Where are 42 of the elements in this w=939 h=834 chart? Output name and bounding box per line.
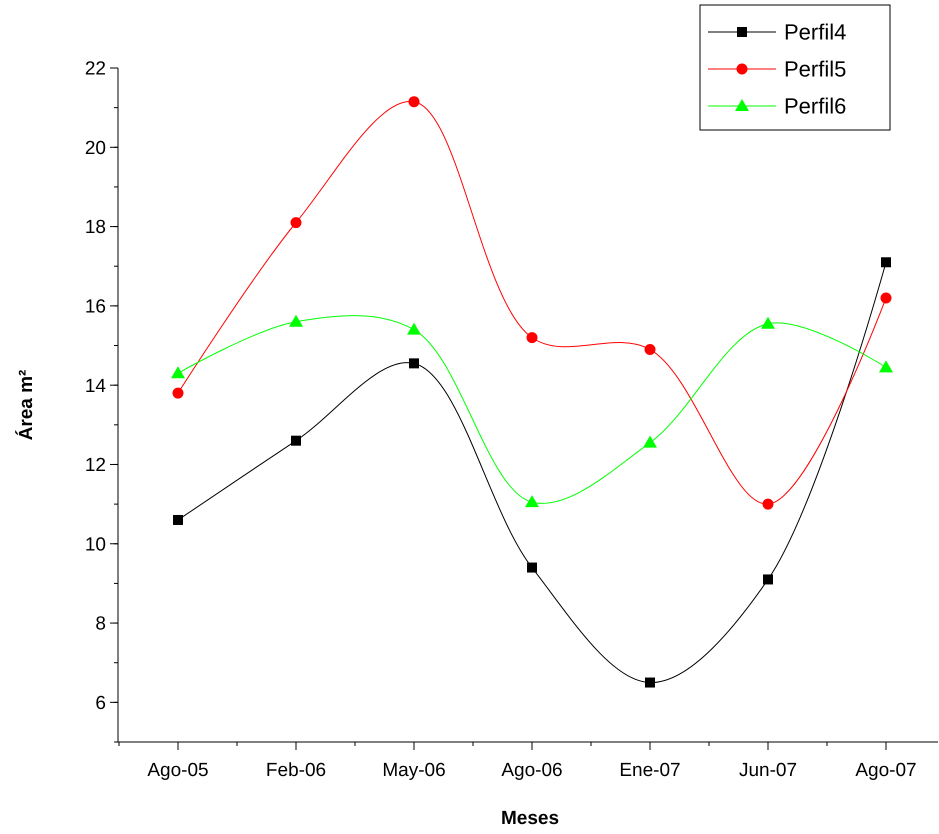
point [289,314,303,327]
y-tick-label: 20 [84,138,106,159]
point [171,366,185,378]
y-tick-label: 10 [84,534,106,556]
y-tick-label: 22 [84,58,106,80]
y-tick-label: 18 [84,217,106,238]
point [763,574,773,584]
point [644,344,656,355]
point [290,217,302,228]
point [409,358,419,368]
point [880,292,892,304]
y-axis-title: Área m² [15,370,37,440]
point [881,257,891,268]
point [408,96,420,108]
point [172,388,184,399]
y-tick-label: 8 [95,614,106,635]
point [645,678,655,688]
point [407,322,421,335]
legend-label: Perfil4 [784,20,846,45]
point [291,436,301,446]
x-axis-title: Meses [500,808,560,829]
x-tick-label: Ago-06 [501,760,563,781]
legend-label: Perfil6 [784,94,846,119]
x-tick-label: May-06 [382,760,446,781]
y-tick-label: 14 [84,376,106,397]
point [761,316,775,329]
x-tick-label: Ene-07 [619,760,681,781]
point [762,498,774,510]
x-tick-label: Ago-07 [855,760,917,781]
point [643,436,657,448]
point [173,514,183,525]
y-tick-label: 12 [84,455,106,476]
x-tick-label: Ago-05 [147,760,209,781]
y-tick-label: 16 [84,296,106,318]
x-tick-label: Jun-07 [738,760,798,781]
point [527,562,537,573]
legend-label: Perfil5 [784,56,846,82]
point [525,495,539,508]
y-tick-label: 6 [95,693,106,714]
point [526,332,538,344]
x-tick-label: Feb-06 [266,760,326,781]
point [879,360,893,372]
